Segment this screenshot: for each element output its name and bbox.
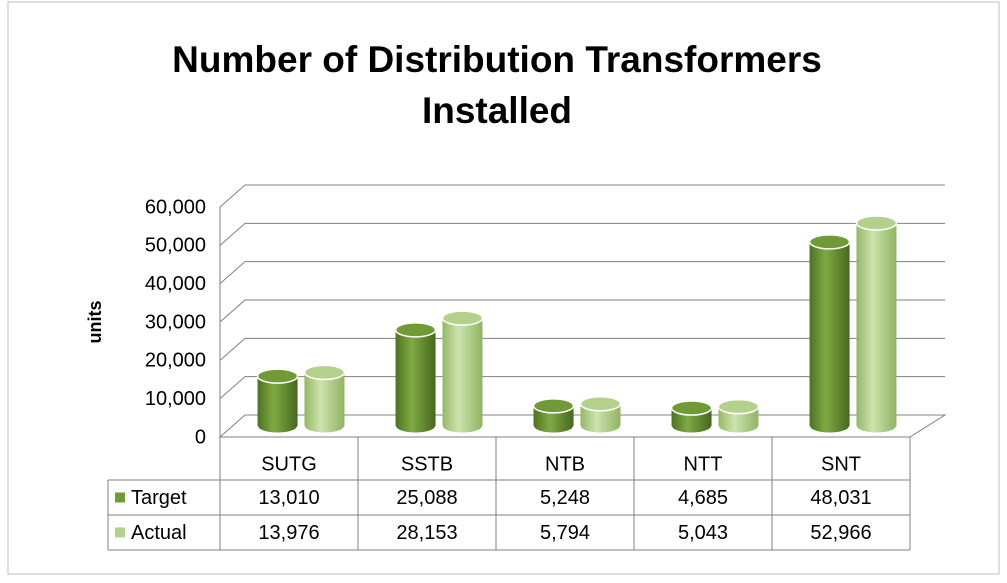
x-tick-label: SSTB <box>401 453 453 475</box>
cylinder-top <box>670 400 713 416</box>
cylinder-top <box>441 310 484 326</box>
table-value: 5,043 <box>678 522 728 544</box>
grid-line <box>219 337 945 361</box>
legend-swatch <box>115 492 125 503</box>
table-value: 25,088 <box>396 487 457 509</box>
grid-line <box>219 376 945 400</box>
cylinder-top <box>394 322 437 338</box>
grid-line <box>219 261 945 285</box>
grid-line <box>219 222 945 246</box>
y-tick-label: 30,000 <box>145 311 206 333</box>
cylinder <box>395 329 436 426</box>
cylinder-top <box>855 215 898 231</box>
table-value: 5,794 <box>540 522 590 544</box>
y-tick-label: 40,000 <box>145 273 206 295</box>
cylinder <box>442 318 483 426</box>
table-value: 4,685 <box>678 487 728 509</box>
x-tick-label: SUTG <box>261 453 317 475</box>
y-tick-label: 60,000 <box>145 196 206 218</box>
cylinder-top <box>717 398 760 415</box>
table-value: 13,010 <box>258 487 319 509</box>
grid-line <box>219 299 945 323</box>
y-tick-label: 10,000 <box>145 388 206 410</box>
cylinder <box>257 376 298 426</box>
y-tick-label: 0 <box>195 426 206 448</box>
legend-label: Target <box>131 487 187 509</box>
chart-title: Installed <box>422 90 572 131</box>
table-value: 5,248 <box>540 487 590 509</box>
legend-label: Actual <box>131 522 187 544</box>
cylinder <box>809 241 850 426</box>
cylinder-top <box>303 364 346 381</box>
chart-title: Number of Distribution Transformers <box>172 39 822 80</box>
table-value: 52,966 <box>810 522 871 544</box>
x-tick-label: SNT <box>821 453 861 475</box>
x-tick-label: NTB <box>545 453 585 475</box>
cylinder-top <box>808 234 851 250</box>
cylinder-top <box>579 396 622 412</box>
table-value: 48,031 <box>810 487 871 509</box>
table-value: 13,976 <box>258 522 319 544</box>
y-axis-label: units <box>85 301 105 344</box>
table-value: 28,153 <box>396 522 457 544</box>
cylinder <box>856 222 897 426</box>
cylinder-top <box>532 398 575 414</box>
cylinder <box>304 372 345 426</box>
y-tick-label: 20,000 <box>145 350 206 372</box>
legend-swatch <box>115 527 125 538</box>
x-tick-label: NTT <box>684 453 723 475</box>
cylinder-top <box>256 368 299 384</box>
y-tick-label: 50,000 <box>145 235 206 257</box>
grid-line <box>219 184 945 208</box>
